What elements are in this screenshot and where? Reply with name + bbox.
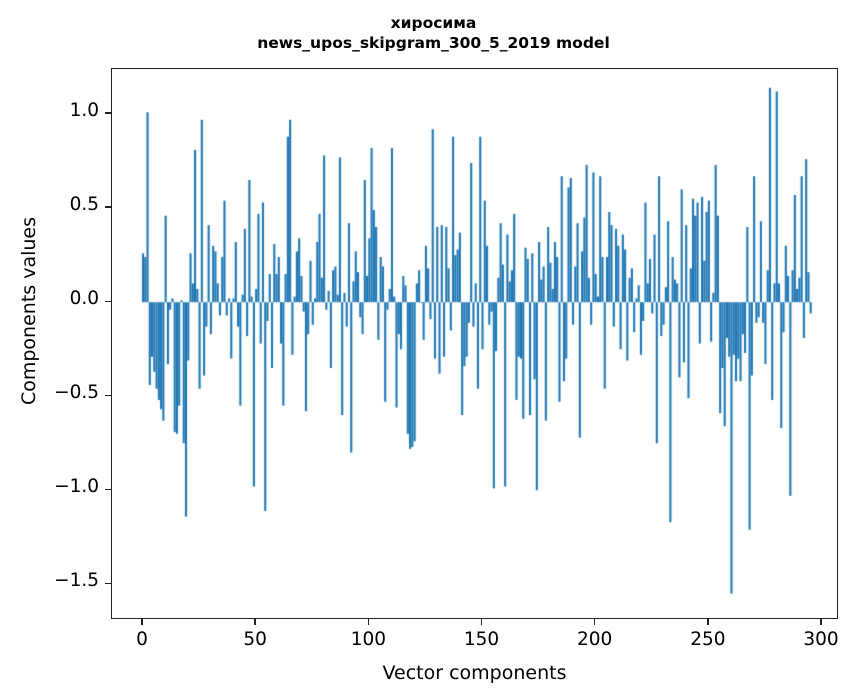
x-tick-label: 300 xyxy=(803,629,839,650)
x-tick-mark xyxy=(593,619,596,625)
y-tick-label: −1.5 xyxy=(54,570,99,592)
x-tick-label: 0 xyxy=(136,629,148,650)
bar-series xyxy=(112,69,837,618)
chart-title-line-2: news_upos_skipgram_300_5_2019 model xyxy=(257,34,610,53)
y-tick-label: −0.5 xyxy=(54,382,99,404)
x-tick-mark xyxy=(820,619,822,625)
y-tick-mark xyxy=(105,206,111,208)
chart-title: хиросима news_upos_skipgram_300_5_2019 m… xyxy=(0,13,867,54)
y-tick-mark xyxy=(105,300,111,302)
y-tick-mark xyxy=(105,488,111,490)
y-tick-label: 0.5 xyxy=(69,194,99,216)
x-tick-label: 200 xyxy=(577,629,613,650)
y-tick-mark xyxy=(105,394,111,396)
x-tick-mark xyxy=(480,619,483,625)
x-tick-label: 50 xyxy=(243,629,267,650)
y-tick-label: 0.0 xyxy=(69,288,99,310)
x-tick-label: 250 xyxy=(690,629,726,650)
x-tick-mark xyxy=(254,619,256,625)
y-tick-mark xyxy=(105,112,111,114)
x-tick-label: 150 xyxy=(463,629,500,650)
x-tick-mark xyxy=(141,619,143,625)
x-axis-label: Vector components xyxy=(382,662,567,684)
chart-title-line-1: хиросима xyxy=(390,14,477,32)
plot-area xyxy=(111,68,838,619)
y-tick-label: −1.0 xyxy=(54,476,99,498)
y-axis-label: Components values xyxy=(18,216,40,406)
x-tick-label: 100 xyxy=(350,629,386,650)
y-tick-mark xyxy=(105,582,111,584)
x-tick-mark xyxy=(707,619,709,625)
y-tick-label: 1.0 xyxy=(69,100,99,122)
x-tick-mark xyxy=(367,619,370,625)
